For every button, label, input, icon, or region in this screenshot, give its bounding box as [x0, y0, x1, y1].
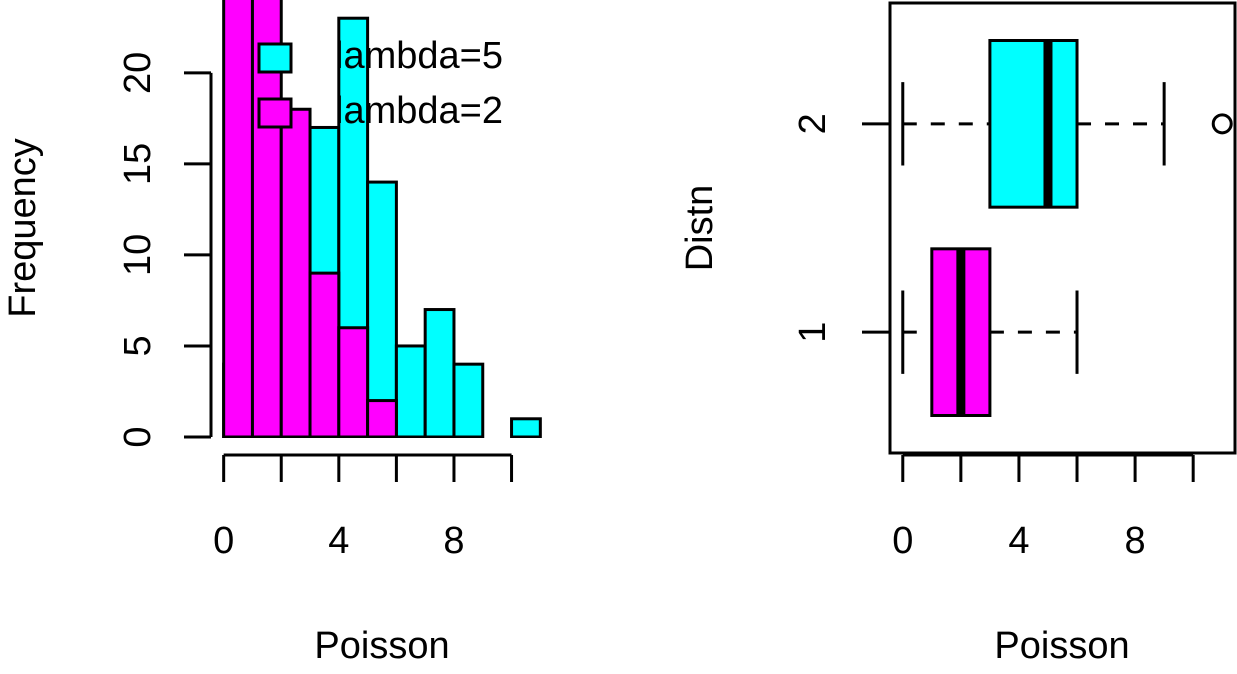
- histogram-bar: [452, 362, 485, 438]
- plot-frame: [888, 1, 1237, 455]
- y-tick-label: 15: [117, 143, 159, 185]
- x-tick-label: 0: [892, 520, 913, 562]
- y-axis-label: Distn: [679, 185, 721, 272]
- legend-swatch: [257, 42, 293, 74]
- y-axis-label: Frequency: [2, 138, 44, 318]
- box: [988, 39, 1079, 209]
- y-tick-label: 20: [117, 52, 159, 94]
- y-tick-label: 5: [117, 335, 159, 356]
- y-tick-label: 1: [792, 322, 834, 343]
- y-tick-label: 2: [792, 113, 834, 134]
- y-tick-label: 0: [117, 426, 159, 447]
- histogram-bar: [308, 271, 341, 438]
- histogram-bar: [222, 0, 254, 438]
- y-tick-label: 10: [117, 234, 159, 276]
- legend-label: lambda=2: [335, 90, 503, 132]
- histogram-bar: [394, 344, 427, 438]
- x-tick-label: 4: [328, 520, 349, 562]
- x-tick-label: 0: [213, 520, 234, 562]
- histogram-bar: [337, 326, 370, 438]
- x-axis-label: Poisson: [314, 625, 449, 667]
- x-tick-label: 8: [443, 520, 464, 562]
- x-tick-label: 8: [1125, 520, 1146, 562]
- x-axis-label: Poisson: [994, 625, 1129, 667]
- histogram-bar: [423, 308, 456, 438]
- histogram-bar: [366, 180, 398, 438]
- histogram-bar: [510, 417, 542, 438]
- histogram-bars: [222, 0, 542, 438]
- histogram-bar: [366, 399, 398, 438]
- x-tick-label: 4: [1008, 520, 1029, 562]
- outlier: [1211, 113, 1233, 135]
- histogram-bar: [279, 107, 312, 438]
- legend-swatch: [257, 97, 293, 129]
- legend-label: lambda=5: [335, 35, 503, 77]
